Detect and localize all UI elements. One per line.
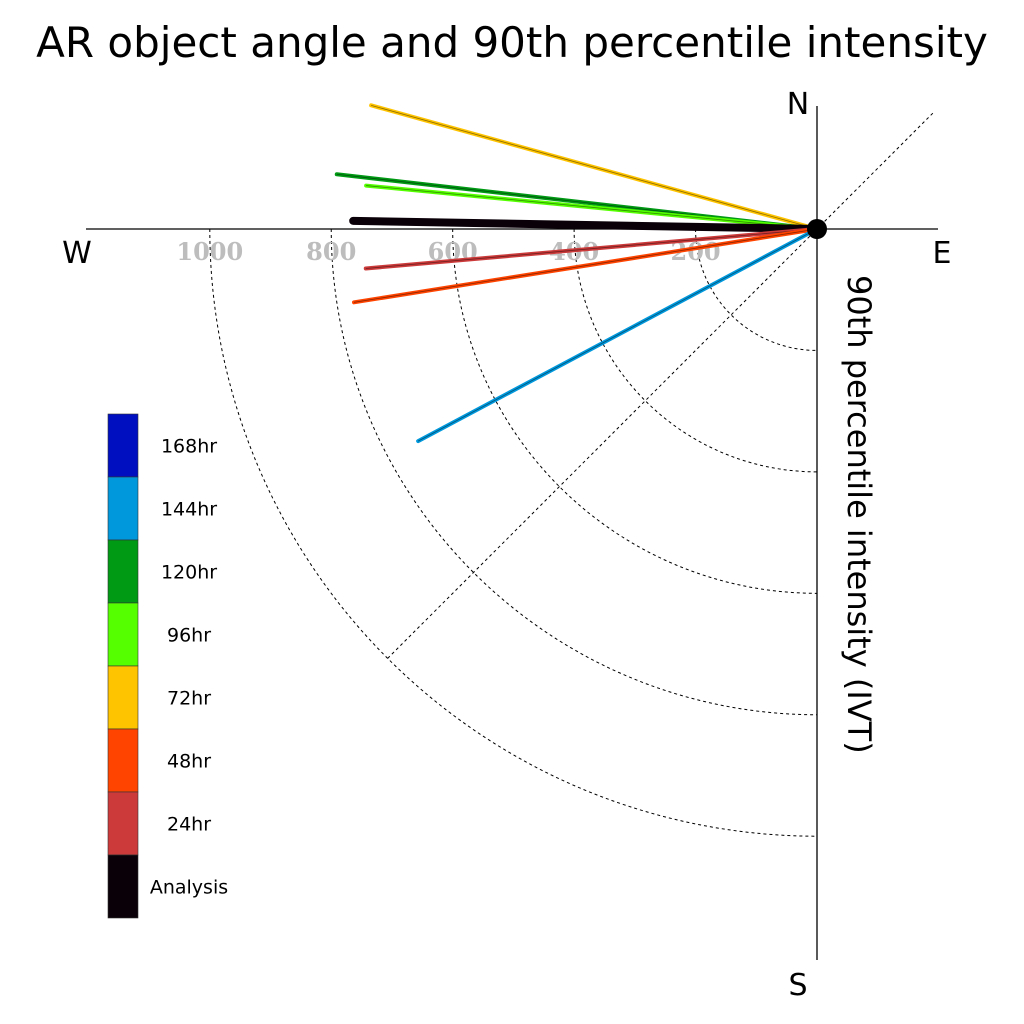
grid-diagonal xyxy=(387,112,934,659)
legend-swatch xyxy=(107,413,139,478)
legend-swatch xyxy=(107,539,139,604)
west-label: W xyxy=(62,236,92,271)
vector-analysis xyxy=(349,216,821,233)
legend-label: 48hr xyxy=(167,751,211,773)
legend-swatch xyxy=(107,602,139,667)
grid-ring-0 xyxy=(695,228,818,351)
vector-series xyxy=(334,103,821,444)
legend-label: 168hr xyxy=(161,436,217,458)
legend-swatch xyxy=(107,791,139,856)
grid-ring-4 xyxy=(209,228,818,837)
radial-axis-label: 90th percentile intensity (IVT) xyxy=(840,275,878,754)
south-label: S xyxy=(788,968,807,1003)
legend-swatch xyxy=(107,665,139,730)
legend-label: 120hr xyxy=(161,562,217,584)
radial-tick-label: 800 xyxy=(306,237,356,266)
origin-marker xyxy=(807,219,827,239)
north-label: N xyxy=(787,87,809,122)
vector-24hr-core xyxy=(365,228,818,269)
vector-72hr xyxy=(369,103,819,231)
vector-48hr-core xyxy=(353,228,818,303)
legend-label: 96hr xyxy=(167,625,211,647)
legend-swatch xyxy=(107,854,139,919)
vector-24hr xyxy=(363,227,819,271)
vector-144hr xyxy=(416,227,819,444)
vector-48hr xyxy=(352,227,819,305)
legend-label: Analysis xyxy=(150,877,228,899)
legend-label: 144hr xyxy=(161,499,217,521)
grid-ring-2 xyxy=(452,228,818,594)
grid-ring-1 xyxy=(573,228,818,473)
legend-label: 72hr xyxy=(167,688,211,710)
vector-144hr-core xyxy=(417,228,818,442)
vector-72hr-core xyxy=(371,104,818,230)
legend: 168hr 144hr 120hr 96hr 72hr 48hr 24hr Analysis xyxy=(107,413,228,919)
compass-axes: N S E W xyxy=(62,87,951,1003)
grid-ring-3 xyxy=(330,228,818,716)
legend-label: 24hr xyxy=(167,814,211,836)
radial-tick-label: 1000 xyxy=(176,237,243,266)
legend-swatch xyxy=(107,728,139,793)
vector-96hr-core xyxy=(366,185,818,230)
polar-grid xyxy=(209,112,934,837)
vector-96hr xyxy=(364,183,819,231)
chart-title: AR object angle and 90th percentile inte… xyxy=(36,18,988,67)
legend-swatch xyxy=(107,476,139,541)
east-label: E xyxy=(933,236,952,271)
